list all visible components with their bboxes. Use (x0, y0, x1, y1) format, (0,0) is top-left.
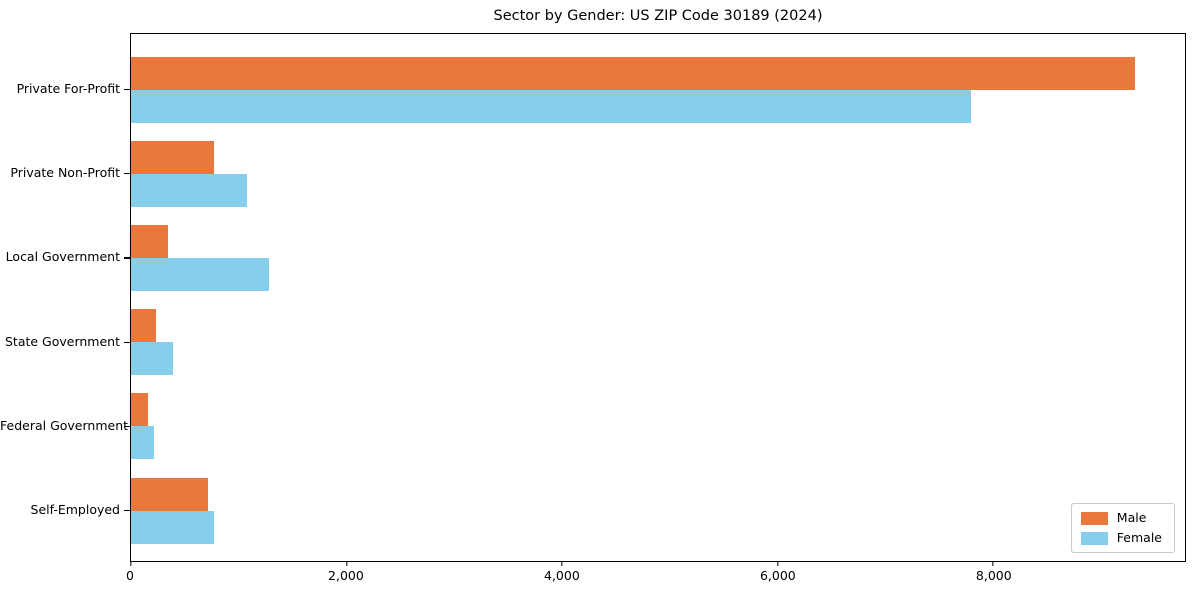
x-axis-label-0: 0 (126, 568, 134, 583)
y-tick-mark (124, 341, 131, 343)
x-axis-tick-labels: 0 2,000 4,000 6,000 8,000 (126, 568, 1186, 586)
legend-item-male: Male (1080, 510, 1162, 525)
legend: Male Female (1070, 503, 1175, 553)
x-tick-mark (130, 561, 132, 566)
bar-female-federal-government (131, 426, 154, 460)
bar-female-state-government (131, 342, 174, 376)
legend-item-female: Female (1080, 530, 1162, 545)
x-axis-label-6-000: 6,000 (759, 568, 796, 583)
bar-male-federal-government (131, 393, 149, 427)
y-tick-mark (124, 89, 131, 91)
bar-female-local-government (131, 257, 269, 291)
y-axis-label-state-government: State Government (4, 333, 120, 349)
y-axis-label-self-employed: Self-Employed (30, 502, 120, 517)
y-axis-label-private-for-profit: Private For-Profit (16, 81, 120, 96)
x-tick-mark (992, 561, 994, 566)
female-color-swatch-icon (1080, 531, 1108, 545)
bar-female-private-for-profit (131, 89, 971, 123)
x-tick-mark (561, 561, 563, 566)
bars-container (124, 34, 1185, 566)
y-tick-mark (124, 173, 131, 175)
x-tick-mark (776, 561, 779, 566)
x-axis-label-8-000: 8,000 (975, 568, 1012, 583)
plot-area: Male Female (124, 33, 1186, 566)
x-axis-label-4-000: 4,000 (543, 568, 580, 583)
legend-label-male: Male (1116, 510, 1147, 525)
y-tick-mark (124, 425, 131, 428)
chart-title: Sector by Gender: US ZIP Code 30189 (202… (493, 8, 823, 24)
x-axis-label-2-000: 2,000 (328, 568, 364, 583)
y-axis-labels: Private For-Profit Private Non-Profit Loca… (0, 33, 129, 562)
legend-label-female: Female (1116, 530, 1162, 545)
y-axis-label-federal-government: Federal Government (0, 417, 129, 433)
y-tick-mark (124, 510, 131, 512)
bar-female-private-non-profit (131, 173, 248, 207)
x-tick-mark (345, 561, 348, 566)
bar-male-private-non-profit (131, 140, 214, 174)
bar-female-self-employed (131, 510, 214, 544)
bar-male-self-employed (131, 477, 208, 511)
bar-male-private-for-profit (131, 56, 1136, 90)
bar-male-state-government (131, 309, 156, 343)
y-axis-label-private-non-profit: Private Non-Profit (10, 165, 120, 181)
male-color-swatch-icon (1080, 511, 1108, 525)
bar-male-local-government (131, 224, 168, 258)
y-tick-mark (124, 257, 131, 259)
y-axis-label-local-government: Local Government (5, 249, 120, 265)
